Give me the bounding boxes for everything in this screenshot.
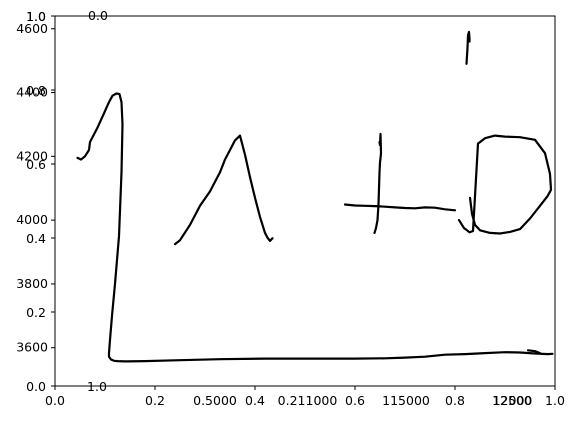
- stroke-7: [459, 136, 551, 234]
- left-ticks: 3600380040004200440046000.00.20.40.60.81…: [16, 9, 55, 394]
- axes-frame: [55, 16, 555, 386]
- xtick-label-overlap: 0.211000: [278, 393, 338, 408]
- ytick-label: 0.0: [26, 379, 46, 394]
- xtick-label-overlap: 115000: [382, 393, 430, 408]
- ink-strokes: [78, 32, 553, 362]
- stroke-4: [345, 205, 455, 211]
- ytick-label: 3600: [16, 340, 48, 355]
- ytick-label: 0.4: [26, 231, 46, 246]
- ytick-label: 0.6: [26, 157, 46, 172]
- xtick-label: 0.8: [445, 393, 465, 408]
- xtick-label: 0.6: [345, 393, 365, 408]
- ytick-label: 4000: [16, 212, 48, 227]
- bottom-ticks: 0.0 0.2 0.4 0.6 0.8 1.0 0.5000 0.211000 115000 12…: [45, 386, 565, 408]
- xtick-label: 0.4: [245, 393, 265, 408]
- ytick-label: 0.8: [26, 83, 46, 98]
- stroke-6: [467, 32, 470, 64]
- ytick-label: 1.0: [26, 9, 46, 24]
- xtick-label: 1.0: [545, 393, 565, 408]
- stroke-3: [175, 136, 273, 245]
- stray-tick-label: 0.0: [88, 8, 108, 23]
- stray-tick-label: 1.0: [87, 379, 107, 394]
- top-right-ticks: 1.0: [26, 9, 46, 24]
- xtick-label: 0.0: [45, 393, 65, 408]
- xtick-label-overlap: 0.5000: [193, 393, 237, 408]
- xtick-label-overlap: 12500: [492, 393, 532, 408]
- ytick-label: 3800: [16, 276, 48, 291]
- ytick-label: 0.2: [26, 305, 46, 320]
- stray-labels: 0.0 1.0: [87, 8, 108, 394]
- xtick-label: 0.2: [145, 393, 165, 408]
- stroke-5: [375, 134, 382, 233]
- stroke-1: [78, 94, 553, 362]
